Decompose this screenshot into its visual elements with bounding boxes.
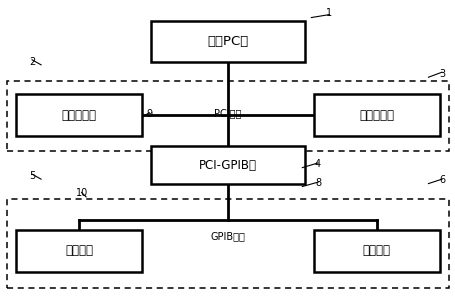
Text: 5: 5 [29,171,35,181]
Bar [16,230,142,272]
Text: GPIB总线: GPIB总线 [210,231,245,241]
Text: 10: 10 [76,188,87,198]
Bar [313,95,439,136]
Bar [16,95,142,136]
Text: 程控开关卡: 程控开关卡 [62,109,96,122]
Text: 9: 9 [146,109,152,119]
Text: PCI总线: PCI总线 [214,109,241,119]
Text: 4: 4 [314,159,320,169]
Text: 程控数采卡: 程控数采卡 [359,109,393,122]
Text: 8: 8 [314,178,320,188]
Text: 2: 2 [29,57,35,67]
Text: PCI-GPIB卡: PCI-GPIB卡 [198,159,257,172]
Text: 6: 6 [438,175,444,185]
Text: 程控电源: 程控电源 [65,244,93,257]
Bar [7,81,448,150]
Bar [313,230,439,272]
Bar [7,199,448,288]
Text: 工控PC机: 工控PC机 [207,35,248,48]
Bar [151,146,304,185]
Text: 1: 1 [326,8,332,18]
Text: 3: 3 [438,69,444,79]
Text: 程控负载: 程控负载 [362,244,390,257]
Bar [151,20,304,62]
